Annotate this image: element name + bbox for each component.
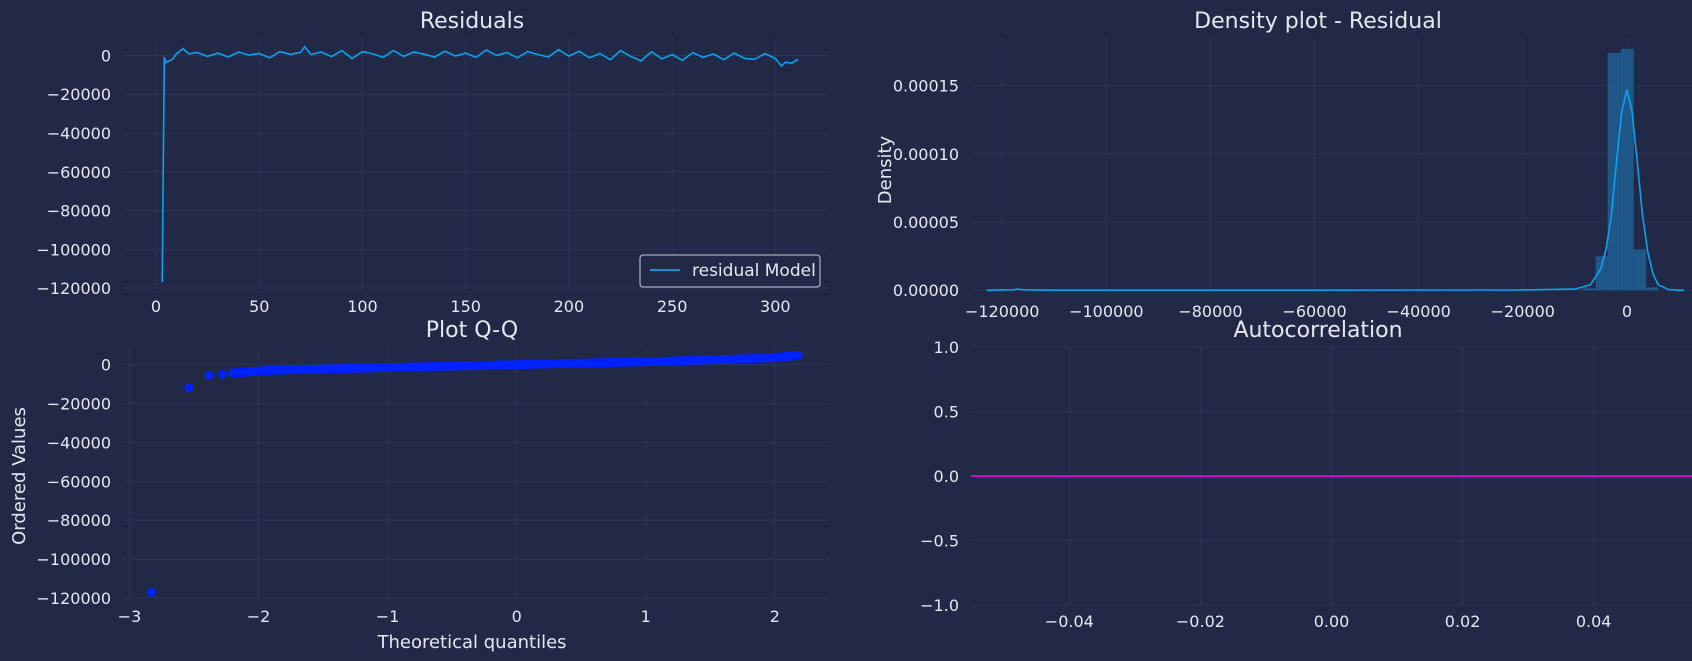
y-tick-label: −1.0 (920, 596, 959, 615)
density-y-label: Density (875, 135, 896, 204)
x-tick-label: 100 (347, 297, 378, 316)
x-tick-label: −0.04 (1045, 612, 1094, 631)
x-tick-label: 50 (249, 297, 269, 316)
residuals-legend: residual Model (639, 254, 821, 288)
x-tick-label: 2 (770, 607, 780, 626)
density-histogram (1582, 48, 1659, 291)
y-tick-label: −120000 (37, 589, 111, 608)
residuals-title: Residuals (420, 9, 524, 34)
x-tick-label: −100000 (1069, 302, 1143, 321)
histogram-bar (1620, 48, 1634, 291)
qq-y-ticks: 0 −20000 −40000 −60000 −80000 −100000 −120000 (37, 356, 111, 609)
histogram-bar (1582, 288, 1596, 291)
y-tick-label: 0.00005 (893, 213, 959, 232)
x-tick-label: 0 (1622, 302, 1632, 321)
y-tick-label: −40000 (47, 433, 111, 452)
qq-point (217, 369, 227, 379)
qq-x-label: Theoretical quantiles (376, 632, 566, 653)
x-tick-label: −120000 (965, 302, 1039, 321)
qq-point (184, 383, 194, 393)
density-panel: −120000 −100000 −80000 −60000 −40000 −20000 0 … (875, 9, 1692, 321)
acf-x-ticks: −0.04 −0.02 0.00 0.02 0.04 (1045, 612, 1612, 631)
x-tick-label: 200 (554, 297, 585, 316)
y-tick-label: 0.0 (934, 467, 959, 486)
legend-label: residual Model (692, 261, 816, 281)
x-tick-label: 0.02 (1445, 612, 1481, 631)
density-y-ticks: 0.00000 0.00005 0.00010 0.00015 (893, 77, 959, 301)
residuals-grid (123, 38, 829, 290)
acf-panel: −0.04 −0.02 0.00 0.02 0.04 1.0 0.5 0.0 −0.5 −1.0… (920, 318, 1692, 631)
y-tick-label: 0.00000 (893, 281, 959, 300)
y-tick-label: 0.00015 (893, 77, 959, 96)
x-tick-label: −3 (118, 607, 142, 626)
qq-points (146, 350, 803, 597)
x-tick-label: 0.00 (1314, 612, 1350, 631)
y-tick-label: −80000 (47, 511, 111, 530)
legend-box (639, 254, 821, 288)
histogram-bar (1633, 249, 1647, 291)
x-tick-label: −80000 (1178, 302, 1242, 321)
y-tick-label: 0 (101, 46, 111, 65)
histogram-bar (1595, 256, 1608, 291)
y-tick-label: −80000 (47, 202, 111, 221)
qq-x-ticks: −3 −2 −1 0 1 2 (118, 607, 780, 626)
y-tick-label: −20000 (47, 85, 111, 104)
x-tick-label: −1 (376, 607, 400, 626)
acf-title: Autocorrelation (1233, 318, 1402, 343)
qq-title: Plot Q-Q (426, 318, 518, 343)
y-tick-label: −60000 (47, 163, 111, 182)
y-tick-label: −100000 (37, 240, 111, 259)
y-tick-label: 1.0 (934, 338, 959, 357)
density-x-ticks: −120000 −100000 −80000 −60000 −40000 −20000 0 (965, 302, 1632, 321)
histogram-bar (1607, 52, 1621, 291)
qq-point (793, 350, 803, 360)
y-tick-label: 0.00010 (893, 145, 959, 164)
y-tick-label: 0 (101, 356, 111, 375)
y-tick-label: −40000 (47, 124, 111, 143)
histogram-bar (1646, 287, 1659, 291)
y-tick-label: −0.5 (920, 532, 959, 551)
x-tick-label: 300 (760, 297, 791, 316)
density-kde-line (986, 89, 1685, 291)
x-tick-label: 0 (151, 297, 161, 316)
x-tick-label: −60000 (1282, 302, 1346, 321)
x-tick-label: 250 (657, 297, 688, 316)
y-tick-label: −60000 (47, 472, 111, 491)
qq-panel: −3 −2 −1 0 1 2 0 −20000 −40000 −60000 −80000 −1000… (9, 318, 829, 653)
y-tick-label: −20000 (47, 394, 111, 413)
qq-point (204, 370, 214, 380)
x-tick-label: −2 (247, 607, 271, 626)
y-tick-label: −100000 (37, 550, 111, 569)
y-tick-label: 0.5 (934, 403, 959, 422)
x-tick-label: −0.02 (1176, 612, 1225, 631)
x-tick-label: 150 (450, 297, 481, 316)
residuals-y-ticks: 0 −20000 −40000 −60000 −80000 −100000 −120000 (37, 46, 111, 298)
x-tick-label: −20000 (1491, 302, 1555, 321)
qq-point (146, 587, 156, 597)
x-tick-label: 0 (512, 607, 522, 626)
x-tick-label: −40000 (1387, 302, 1451, 321)
residuals-x-ticks: 0 50 100 150 200 250 300 (151, 297, 791, 316)
residuals-panel: 0 50 100 150 200 250 300 0 −20000 −40000 −60000 −8… (37, 9, 829, 316)
density-title: Density plot - Residual (1194, 9, 1442, 34)
y-tick-label: −120000 (37, 279, 111, 298)
x-tick-label: 0.04 (1576, 612, 1612, 631)
residual-line (161, 45, 799, 283)
x-tick-label: 1 (641, 607, 651, 626)
acf-y-ticks: 1.0 0.5 0.0 −0.5 −1.0 (920, 338, 959, 615)
qq-y-label: Ordered Values (9, 407, 30, 545)
